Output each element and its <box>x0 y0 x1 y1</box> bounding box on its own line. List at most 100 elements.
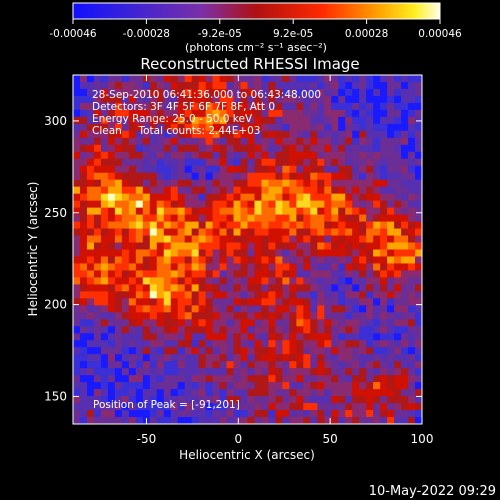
annotation-clean-counts: Clean Total counts: 2.44E+03 <box>92 125 261 137</box>
heatmap-cell <box>366 137 374 146</box>
heatmap-cell <box>247 123 255 132</box>
heatmap-cell <box>219 102 228 111</box>
heatmap-cell <box>261 158 269 167</box>
heatmap-cell <box>366 270 374 278</box>
heatmap-cell <box>100 95 109 104</box>
heatmap-cell <box>338 193 346 202</box>
heatmap-cell <box>177 389 186 397</box>
heatmap-cell <box>170 207 179 216</box>
heatmap-cell <box>135 130 144 139</box>
heatmap-cell <box>282 256 290 264</box>
heatmap-cell <box>240 417 248 424</box>
heatmap-cell <box>261 270 269 278</box>
heatmap-cell <box>366 375 374 383</box>
x-tick-label: 0 <box>234 432 242 446</box>
heatmap-cell <box>415 263 422 271</box>
heatmap-cell <box>275 361 283 369</box>
heatmap-cell <box>282 221 290 230</box>
heatmap-cell <box>261 340 269 348</box>
heatmap-cell <box>219 88 228 97</box>
heatmap-cell <box>247 75 255 83</box>
heatmap-cell <box>331 102 339 111</box>
heatmap-cell <box>219 410 228 418</box>
heatmap-cell <box>408 291 416 299</box>
heatmap-cell <box>387 319 395 327</box>
heatmap-cell <box>163 242 172 250</box>
heatmap-cell <box>387 144 395 153</box>
heatmap-cell <box>345 256 353 264</box>
heatmap-cell <box>163 361 172 369</box>
heatmap-cell <box>254 144 262 153</box>
heatmap-cell <box>191 75 200 83</box>
heatmap-cell <box>142 249 151 257</box>
heatmap-cell <box>233 382 242 390</box>
heatmap-cell <box>387 340 395 348</box>
heatmap-cell <box>275 116 283 125</box>
heatmap-cell <box>310 123 318 132</box>
heatmap-cell <box>268 207 276 216</box>
heatmap-cell <box>345 277 353 285</box>
heatmap-cell <box>366 312 374 320</box>
heatmap-cell <box>338 207 346 216</box>
heatmap-cell <box>79 214 88 223</box>
heatmap-cell <box>73 340 81 348</box>
heatmap-cell <box>289 137 297 146</box>
heatmap-cell <box>331 382 339 390</box>
heatmap-cell <box>303 270 311 278</box>
heatmap-cell <box>198 340 207 348</box>
heatmap-cell <box>107 214 116 223</box>
heatmap-cell <box>359 151 367 160</box>
heatmap-cell <box>289 75 297 83</box>
heatmap-cell <box>163 109 172 118</box>
heatmap-cell <box>254 186 262 195</box>
heatmap-cell <box>268 340 276 348</box>
heatmap-cell <box>79 123 88 132</box>
heatmap-cell <box>296 354 304 362</box>
heatmap-cell <box>86 263 95 271</box>
heatmap-cell <box>366 284 374 292</box>
heatmap-cell <box>191 186 200 195</box>
heatmap-cell <box>380 312 388 320</box>
heatmap-cell <box>345 123 353 132</box>
heatmap-cell <box>191 347 200 355</box>
heatmap-cell <box>275 75 283 83</box>
heatmap-cell <box>359 277 367 285</box>
heatmap-cell <box>142 270 151 278</box>
heatmap-cell <box>93 116 102 125</box>
heatmap-cell <box>401 389 409 397</box>
heatmap-cell <box>303 291 311 299</box>
heatmap-cell <box>338 75 346 83</box>
heatmap-cell <box>310 375 318 383</box>
heatmap-cell <box>345 193 353 202</box>
heatmap-cell <box>359 235 367 244</box>
heatmap-cell <box>86 130 95 139</box>
heatmap-cell <box>296 200 304 209</box>
heatmap-cell <box>275 123 283 132</box>
x-tick-label: 100 <box>411 432 434 446</box>
heatmap-cell <box>149 298 158 306</box>
heatmap-cell <box>345 221 353 230</box>
heatmap-cell <box>79 354 88 362</box>
heatmap-cell <box>254 249 262 257</box>
heatmap-cell <box>226 172 235 181</box>
heatmap-cell <box>100 186 109 195</box>
heatmap-cell <box>415 158 422 167</box>
heatmap-cell <box>79 165 88 174</box>
heatmap-cell <box>212 151 221 160</box>
heatmap-cell <box>345 403 353 411</box>
heatmap-cell <box>373 172 381 181</box>
heatmap-cell <box>415 340 422 348</box>
heatmap-cell <box>149 284 158 292</box>
heatmap-cell <box>275 312 283 320</box>
heatmap-cell <box>114 361 123 369</box>
heatmap-cell <box>177 291 186 299</box>
heatmap-cell <box>373 256 381 264</box>
heatmap-cell <box>387 396 395 404</box>
heatmap-cell <box>331 326 339 334</box>
heatmap-cell <box>226 263 235 271</box>
heatmap-cell <box>93 193 102 202</box>
heatmap-cell <box>212 123 221 132</box>
heatmap-cell <box>415 382 422 390</box>
heatmap-cell <box>219 368 228 376</box>
heatmap-cell <box>219 214 228 223</box>
